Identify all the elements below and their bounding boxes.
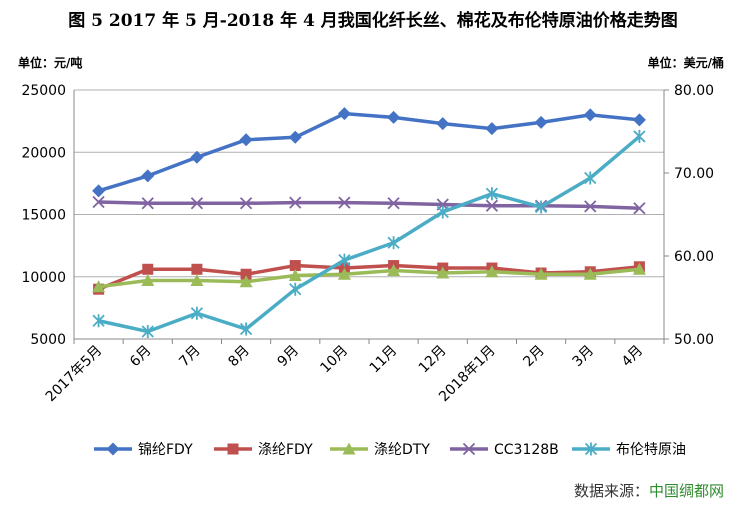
- marker-x: [190, 197, 204, 210]
- marker-star: [92, 314, 105, 328]
- marker-star: [584, 442, 598, 456]
- marker-square: [227, 443, 239, 455]
- series-line: [98, 267, 640, 289]
- series-line: [97, 263, 640, 291]
- marker-star: [289, 282, 302, 296]
- marker-x: [141, 197, 154, 210]
- marker-triangle: [485, 265, 499, 278]
- y-left-tick-label: 20000: [21, 145, 66, 161]
- x-tick-label: 7月: [176, 343, 204, 371]
- marker-diamond: [92, 184, 106, 198]
- x-tick-label: 9月: [275, 343, 303, 371]
- legend-label: 涤纶DTY: [374, 442, 430, 458]
- source-label: 数据来源：: [573, 482, 649, 500]
- marker-diamond: [583, 108, 597, 122]
- marker-triangle: [632, 262, 646, 275]
- x-tick-label: 8月: [225, 343, 253, 371]
- series-line: [98, 135, 641, 334]
- marker-star: [436, 205, 449, 219]
- series-line: [98, 111, 640, 193]
- marker-x: [584, 200, 597, 213]
- marker-triangle: [583, 267, 597, 280]
- marker-star: [387, 236, 400, 250]
- source-name: 中国绸都网: [648, 482, 724, 500]
- marker-triangle: [534, 267, 548, 280]
- marker-x: [633, 202, 646, 215]
- marker-star: [338, 253, 351, 267]
- marker-star: [534, 200, 548, 214]
- marker-diamond: [239, 133, 253, 147]
- marker-square: [142, 263, 154, 275]
- marker-diamond: [106, 442, 120, 456]
- x-tick-label: 11月: [367, 343, 401, 377]
- x-tick-label: 12月: [416, 343, 450, 377]
- marker-diamond: [288, 130, 302, 144]
- right-axis-unit: 单位：美元/桶: [647, 56, 724, 70]
- marker-star: [141, 325, 154, 339]
- marker-x: [387, 197, 400, 210]
- marker-triangle: [387, 264, 401, 277]
- marker-star: [190, 306, 204, 320]
- y-left-tick-label: 15000: [21, 208, 66, 224]
- marker-diamond: [337, 107, 351, 121]
- marker-triangle: [342, 442, 356, 455]
- y-right-tick-label: 80.00: [674, 83, 714, 99]
- marker-triangle: [239, 275, 253, 288]
- marker-square: [289, 260, 301, 272]
- marker-star: [239, 322, 253, 336]
- marker-diamond: [632, 113, 646, 127]
- x-tick-label: 2月: [520, 343, 548, 371]
- y-right-tick-label: 70.00: [674, 166, 714, 182]
- legend-label: CC3128B: [494, 442, 559, 458]
- data-source: 数据来源：中国绸都网: [574, 480, 724, 501]
- marker-triangle: [92, 280, 106, 293]
- y-left-tick-label: 10000: [21, 270, 66, 286]
- marker-triangle: [337, 267, 351, 280]
- marker-diamond: [534, 115, 548, 129]
- marker-triangle: [190, 273, 204, 286]
- marker-square: [191, 263, 203, 275]
- y-left-tick-label: 25000: [21, 83, 66, 99]
- marker-x: [92, 195, 105, 209]
- chart-title: 图 5 2017 年 5 月-2018 年 4 月我国化纤长丝、棉花及布伦特原油…: [68, 11, 678, 31]
- x-tick-label: 3月: [570, 343, 598, 371]
- legend-label: 涤纶FDY: [258, 442, 313, 458]
- x-tick-label: 6月: [127, 343, 155, 371]
- marker-star: [633, 129, 646, 143]
- marker-diamond: [387, 110, 401, 124]
- marker-diamond: [190, 150, 204, 164]
- series-line: [98, 200, 640, 211]
- left-axis-unit: 单位：元/吨: [18, 56, 83, 70]
- marker-diamond: [485, 122, 499, 136]
- x-tick-label: 2017年5月: [43, 343, 106, 406]
- y-left-tick-label: 5000: [30, 332, 66, 348]
- y-right-tick-label: 60.00: [674, 249, 714, 265]
- marker-square: [240, 268, 252, 280]
- marker-x: [239, 197, 253, 210]
- legend-label: 锦纶FDY: [138, 441, 193, 458]
- marker-x: [485, 199, 499, 212]
- legend-label: 布伦特原油: [616, 442, 686, 458]
- marker-x: [462, 442, 476, 456]
- marker-triangle: [288, 269, 302, 282]
- marker-x: [338, 196, 351, 209]
- marker-triangle: [436, 266, 450, 279]
- y-right-tick-label: 50.00: [674, 332, 714, 348]
- marker-star: [584, 171, 597, 185]
- x-tick-label: 10月: [317, 343, 351, 377]
- marker-star: [485, 187, 499, 201]
- marker-triangle: [141, 273, 155, 286]
- marker-x: [289, 196, 302, 209]
- marker-diamond: [141, 169, 155, 183]
- marker-diamond: [436, 117, 450, 131]
- x-tick-label: 4月: [619, 343, 647, 371]
